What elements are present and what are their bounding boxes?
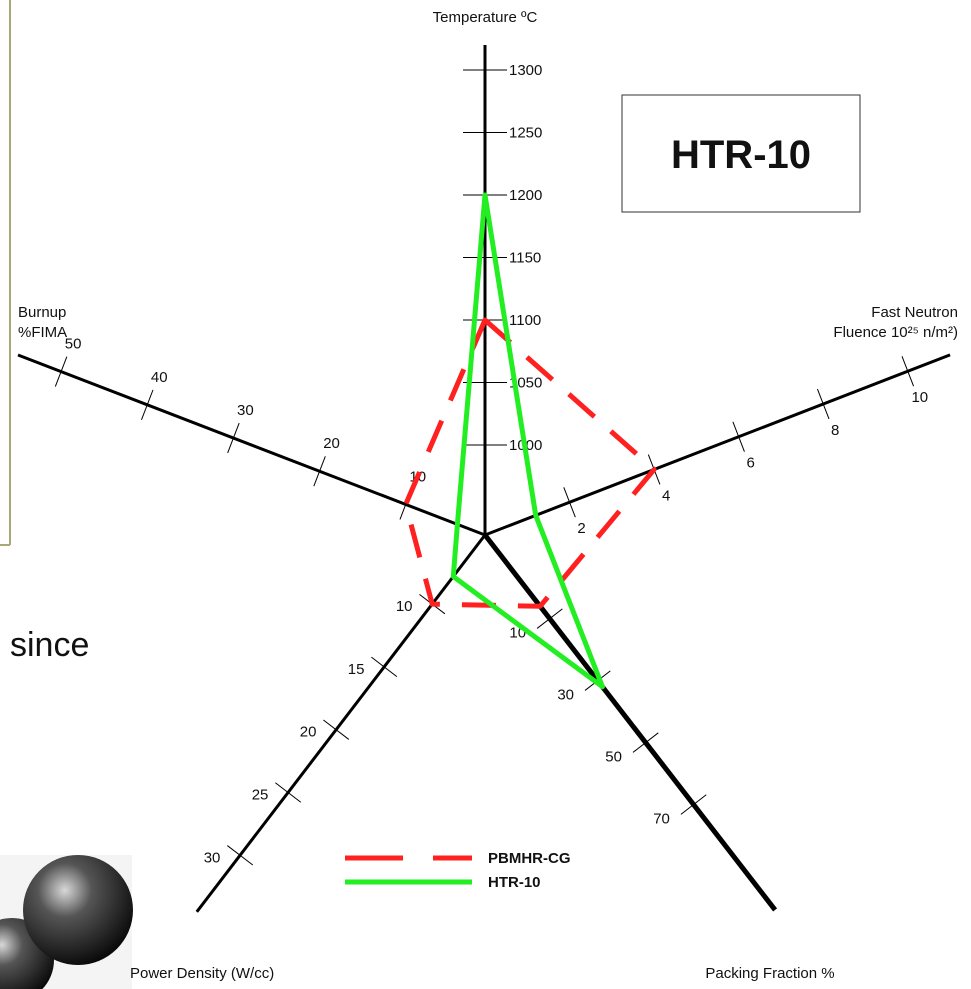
tick-label: 6: [747, 455, 755, 472]
axis-label: Temperature ºC: [433, 9, 538, 26]
tick-label: 4: [662, 487, 670, 504]
tick-label: 8: [831, 422, 839, 439]
tick-mark: [371, 657, 396, 676]
sphere: [23, 855, 133, 965]
axis-line: [18, 355, 485, 535]
tick-label: 1150: [509, 250, 541, 267]
chart-title: HTR-10: [671, 133, 811, 177]
tick-label: 30: [204, 849, 221, 866]
tick-label: 40: [151, 369, 168, 386]
axis-line: [485, 355, 950, 535]
tick-label: 1100: [509, 312, 541, 329]
axis-label: Power Density (W/cc): [130, 965, 274, 982]
tick-mark: [227, 846, 252, 865]
tick-label: 1200: [509, 187, 542, 204]
tick-label: 50: [65, 336, 82, 353]
tick-mark: [275, 783, 300, 802]
tick-label: 15: [348, 661, 365, 678]
page: {"background_text": "since", "chart_data…: [0, 0, 971, 989]
tick-label: 1250: [509, 125, 542, 142]
tick-mark: [681, 795, 706, 815]
axis-label: Fast Neutron: [871, 304, 958, 321]
tick-mark: [323, 720, 348, 739]
tick-label: 10: [911, 389, 928, 406]
tick-label: 20: [323, 435, 340, 452]
tick-label: 50: [605, 749, 622, 766]
tick-label: 1300: [509, 62, 542, 79]
tick-label: 30: [237, 402, 254, 419]
chart: since HTR-10 100010501100115012001250130…: [0, 0, 971, 989]
background-text: since: [10, 626, 89, 664]
legend-label: PBMHR-CG: [488, 850, 571, 867]
tick-label: 25: [252, 787, 269, 804]
axis-label: Packing Fraction %: [705, 965, 834, 982]
axis-label: Fluence 10²⁵ n/m²): [833, 324, 958, 341]
legend-label: HTR-10: [488, 874, 541, 891]
tick-label: 2: [577, 520, 585, 537]
tick-label: 30: [557, 687, 574, 704]
axis-label: Burnup: [18, 304, 66, 321]
axis-label: %FIMA: [18, 324, 67, 341]
tick-mark: [537, 609, 562, 629]
tick-label: 70: [653, 811, 670, 828]
tick-label: 20: [300, 724, 317, 741]
tick-label: 10: [396, 598, 413, 615]
tick-mark: [633, 733, 658, 753]
